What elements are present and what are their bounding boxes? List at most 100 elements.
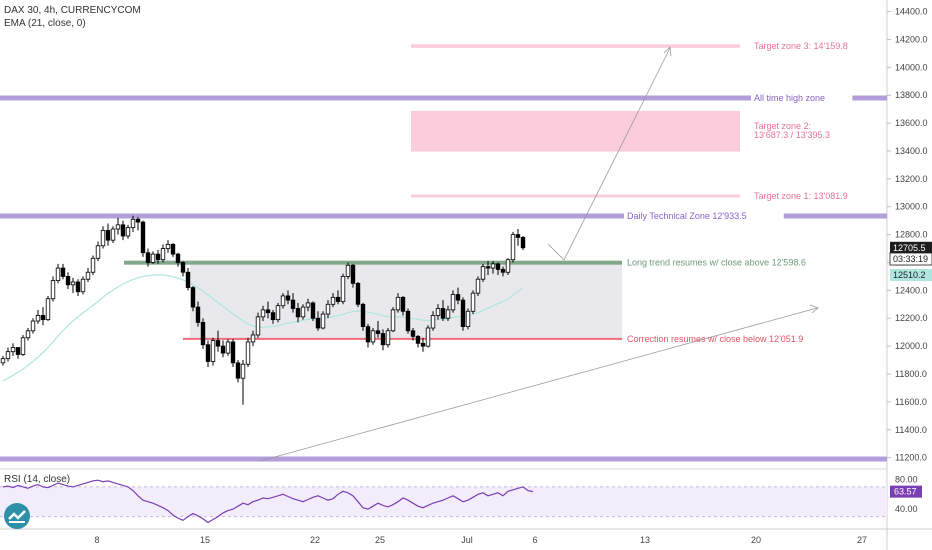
candle[interactable] (150, 251, 156, 264)
candle[interactable] (85, 268, 91, 282)
candle[interactable] (75, 279, 81, 296)
candle[interactable] (305, 298, 311, 312)
candle[interactable] (255, 312, 261, 338)
candle[interactable] (355, 282, 361, 308)
candle[interactable] (110, 226, 116, 243)
candle[interactable] (510, 231, 516, 263)
candle[interactable] (70, 277, 76, 294)
candle[interactable] (230, 339, 236, 368)
candle[interactable] (195, 301, 201, 327)
candle[interactable] (460, 297, 466, 331)
candle[interactable] (160, 244, 166, 263)
candle[interactable] (520, 236, 526, 250)
candle[interactable] (275, 302, 281, 323)
candle[interactable] (240, 360, 246, 405)
candle[interactable] (30, 318, 36, 334)
candle[interactable] (300, 304, 306, 320)
candle[interactable] (485, 261, 491, 276)
candle[interactable] (440, 300, 446, 322)
candle[interactable] (280, 293, 286, 309)
candle[interactable] (130, 215, 136, 232)
candle[interactable] (225, 339, 231, 356)
candle[interactable] (420, 337, 426, 352)
candle[interactable] (0, 355, 6, 366)
candle[interactable] (335, 290, 341, 305)
candle[interactable] (50, 276, 56, 302)
candle[interactable] (395, 293, 401, 313)
candle[interactable] (430, 311, 436, 331)
candle[interactable] (515, 229, 521, 246)
candle[interactable] (100, 226, 106, 249)
candle[interactable] (45, 295, 51, 322)
candle[interactable] (120, 220, 126, 241)
candle[interactable] (350, 263, 356, 288)
candle[interactable] (115, 217, 121, 235)
candle[interactable] (295, 302, 301, 323)
candle[interactable] (360, 302, 366, 331)
candle[interactable] (220, 340, 226, 358)
candle[interactable] (205, 340, 211, 368)
candle[interactable] (375, 321, 381, 338)
candle[interactable] (10, 343, 16, 356)
candle[interactable] (455, 287, 461, 305)
candle[interactable] (415, 334, 421, 348)
candle[interactable] (505, 258, 511, 276)
candle[interactable] (135, 217, 141, 231)
candle[interactable] (380, 329, 386, 351)
candle[interactable] (95, 241, 101, 262)
candle[interactable] (445, 305, 451, 322)
candle[interactable] (315, 311, 321, 331)
candle[interactable] (215, 330, 221, 352)
candle[interactable] (470, 290, 476, 315)
candle[interactable] (105, 223, 111, 246)
candle[interactable] (60, 263, 66, 280)
candle[interactable] (405, 308, 411, 334)
candle[interactable] (235, 360, 241, 383)
candle[interactable] (400, 295, 406, 316)
candle[interactable] (345, 262, 351, 280)
candle[interactable] (145, 248, 151, 267)
candle[interactable] (170, 242, 176, 257)
candle[interactable] (410, 328, 416, 341)
candle[interactable] (490, 261, 496, 274)
candle[interactable] (385, 328, 391, 348)
candle[interactable] (200, 318, 206, 349)
candle[interactable] (80, 276, 86, 295)
candle[interactable] (180, 261, 186, 277)
candle[interactable] (155, 249, 161, 264)
candle[interactable] (370, 328, 376, 345)
candle[interactable] (245, 337, 251, 368)
candle[interactable] (190, 286, 196, 312)
candle[interactable] (285, 290, 291, 305)
candle[interactable] (5, 347, 11, 362)
candle[interactable] (265, 301, 271, 319)
candle[interactable] (65, 272, 71, 289)
candle[interactable] (365, 323, 371, 348)
candle[interactable] (290, 293, 296, 313)
candle[interactable] (175, 252, 181, 267)
candle[interactable] (55, 263, 61, 284)
candle[interactable] (310, 301, 316, 322)
candle[interactable] (425, 325, 431, 348)
candle[interactable] (435, 304, 441, 320)
candle[interactable] (390, 307, 396, 333)
candle[interactable] (475, 276, 481, 296)
candle[interactable] (260, 305, 266, 322)
candle[interactable] (15, 347, 21, 359)
candle[interactable] (480, 263, 486, 282)
candle[interactable] (465, 308, 471, 330)
candle[interactable] (340, 273, 346, 305)
candles[interactable] (0, 215, 526, 405)
candle[interactable] (35, 309, 41, 324)
candle[interactable] (125, 224, 131, 239)
candle[interactable] (495, 262, 501, 276)
candle[interactable] (90, 255, 96, 276)
candle[interactable] (185, 268, 191, 291)
candle[interactable] (140, 220, 146, 257)
candle[interactable] (25, 328, 31, 341)
candle[interactable] (450, 290, 456, 313)
candle[interactable] (330, 293, 336, 308)
candle[interactable] (320, 311, 326, 330)
candle[interactable] (325, 300, 331, 319)
